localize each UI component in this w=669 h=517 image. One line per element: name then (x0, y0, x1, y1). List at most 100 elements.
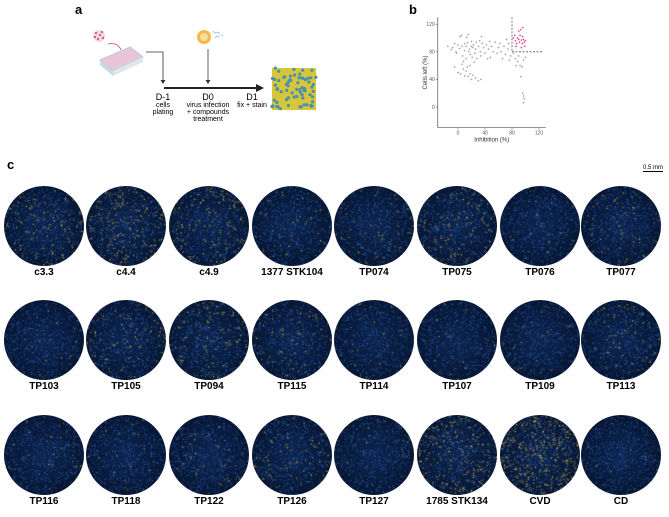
microscopy-image (417, 186, 497, 266)
timeline-d1: D1 fix + stain (222, 92, 282, 109)
data-point (472, 43, 475, 46)
microscopy-image (500, 415, 580, 495)
microscopy-image (86, 186, 166, 266)
data-point (490, 45, 493, 48)
data-point (496, 52, 499, 55)
microscopy-image (500, 300, 580, 380)
y-tick-label: 80 (429, 50, 435, 56)
microscopy-image (86, 300, 166, 380)
data-point (498, 42, 501, 45)
microscopy-image (252, 300, 332, 380)
timeline-day: D0 (202, 92, 214, 102)
image-label: TP076 (525, 267, 555, 278)
data-point (459, 72, 462, 75)
data-point (471, 46, 474, 49)
data-point (461, 45, 464, 48)
image-label: c4.9 (199, 267, 219, 278)
data-point (504, 53, 507, 56)
data-point (463, 42, 466, 45)
panel-b-letter: b (409, 2, 417, 17)
data-point (523, 41, 526, 44)
microscopy-image (581, 415, 661, 495)
image-label: TP116 (29, 496, 59, 507)
data-point (458, 47, 461, 50)
image-label: TP074 (359, 267, 389, 278)
data-point (473, 52, 476, 55)
data-point (469, 64, 472, 67)
image-label: TP094 (194, 381, 224, 392)
data-point (469, 72, 472, 75)
data-point (460, 34, 463, 37)
data-point (492, 50, 495, 53)
data-point (508, 59, 511, 62)
image-label: CD (613, 496, 629, 507)
microscopy-image (500, 186, 580, 266)
data-point (482, 46, 485, 49)
microscopy-image (86, 415, 166, 495)
data-point (471, 56, 474, 59)
data-point (461, 63, 464, 66)
data-point (479, 50, 482, 53)
data-point (497, 46, 500, 49)
data-point (459, 35, 462, 38)
x-tick-label: 120 (535, 131, 544, 137)
data-point (457, 71, 459, 74)
data-point (466, 41, 469, 44)
x-axis-label: Inhibition (%) (474, 138, 509, 144)
panel-c-letter: c (7, 157, 15, 172)
data-point (465, 70, 468, 73)
data-point (478, 39, 481, 42)
timeline-desc: virus infection (186, 102, 230, 109)
data-point (474, 48, 477, 51)
microscopy-image (417, 415, 497, 495)
microscopy-image (4, 415, 84, 495)
image-label: TP127 (359, 496, 389, 507)
microscopy-image (169, 186, 249, 266)
data-point (507, 42, 510, 45)
data-point (522, 59, 525, 62)
image-label: TP115 (277, 381, 307, 392)
cells-icon (93, 30, 105, 42)
data-point (446, 45, 449, 48)
y-tick-label: 0 (432, 105, 435, 111)
panel-a-schematic (93, 30, 318, 111)
data-point (471, 74, 474, 77)
data-point (454, 50, 457, 53)
data-point (484, 52, 486, 55)
data-point (506, 48, 509, 51)
data-point (502, 45, 505, 48)
data-point (463, 49, 466, 52)
microscopy-image (581, 300, 661, 380)
microscopy-image (334, 415, 414, 495)
data-point (516, 37, 519, 39)
data-point (515, 64, 518, 67)
data-point (462, 68, 465, 71)
data-point (519, 28, 522, 31)
image-label: c3.3 (34, 267, 54, 278)
data-point (475, 41, 478, 44)
data-point (450, 48, 453, 51)
data-point (519, 34, 522, 37)
timeline-d-1: D-1 cells plating (133, 92, 193, 116)
data-point (513, 34, 516, 37)
data-point (520, 39, 523, 42)
data-point (488, 40, 491, 43)
data-point (501, 57, 504, 60)
data-point (462, 60, 465, 63)
microscopy-image (169, 415, 249, 495)
image-label: TP077 (606, 267, 636, 278)
microscopy-image (252, 186, 332, 266)
data-point (512, 37, 515, 39)
data-point (500, 50, 503, 53)
data-point (453, 65, 456, 68)
x-tick-label: 80 (509, 131, 515, 137)
image-label: TP105 (111, 381, 141, 392)
data-point (519, 64, 522, 67)
timeline-desc: fix + stain (237, 102, 267, 109)
data-point (516, 60, 519, 63)
x-tick-label: 0 (457, 131, 460, 137)
timeline-day: D1 (246, 92, 258, 102)
data-point (514, 57, 517, 60)
data-point (469, 53, 472, 56)
microscopy-image (417, 300, 497, 380)
